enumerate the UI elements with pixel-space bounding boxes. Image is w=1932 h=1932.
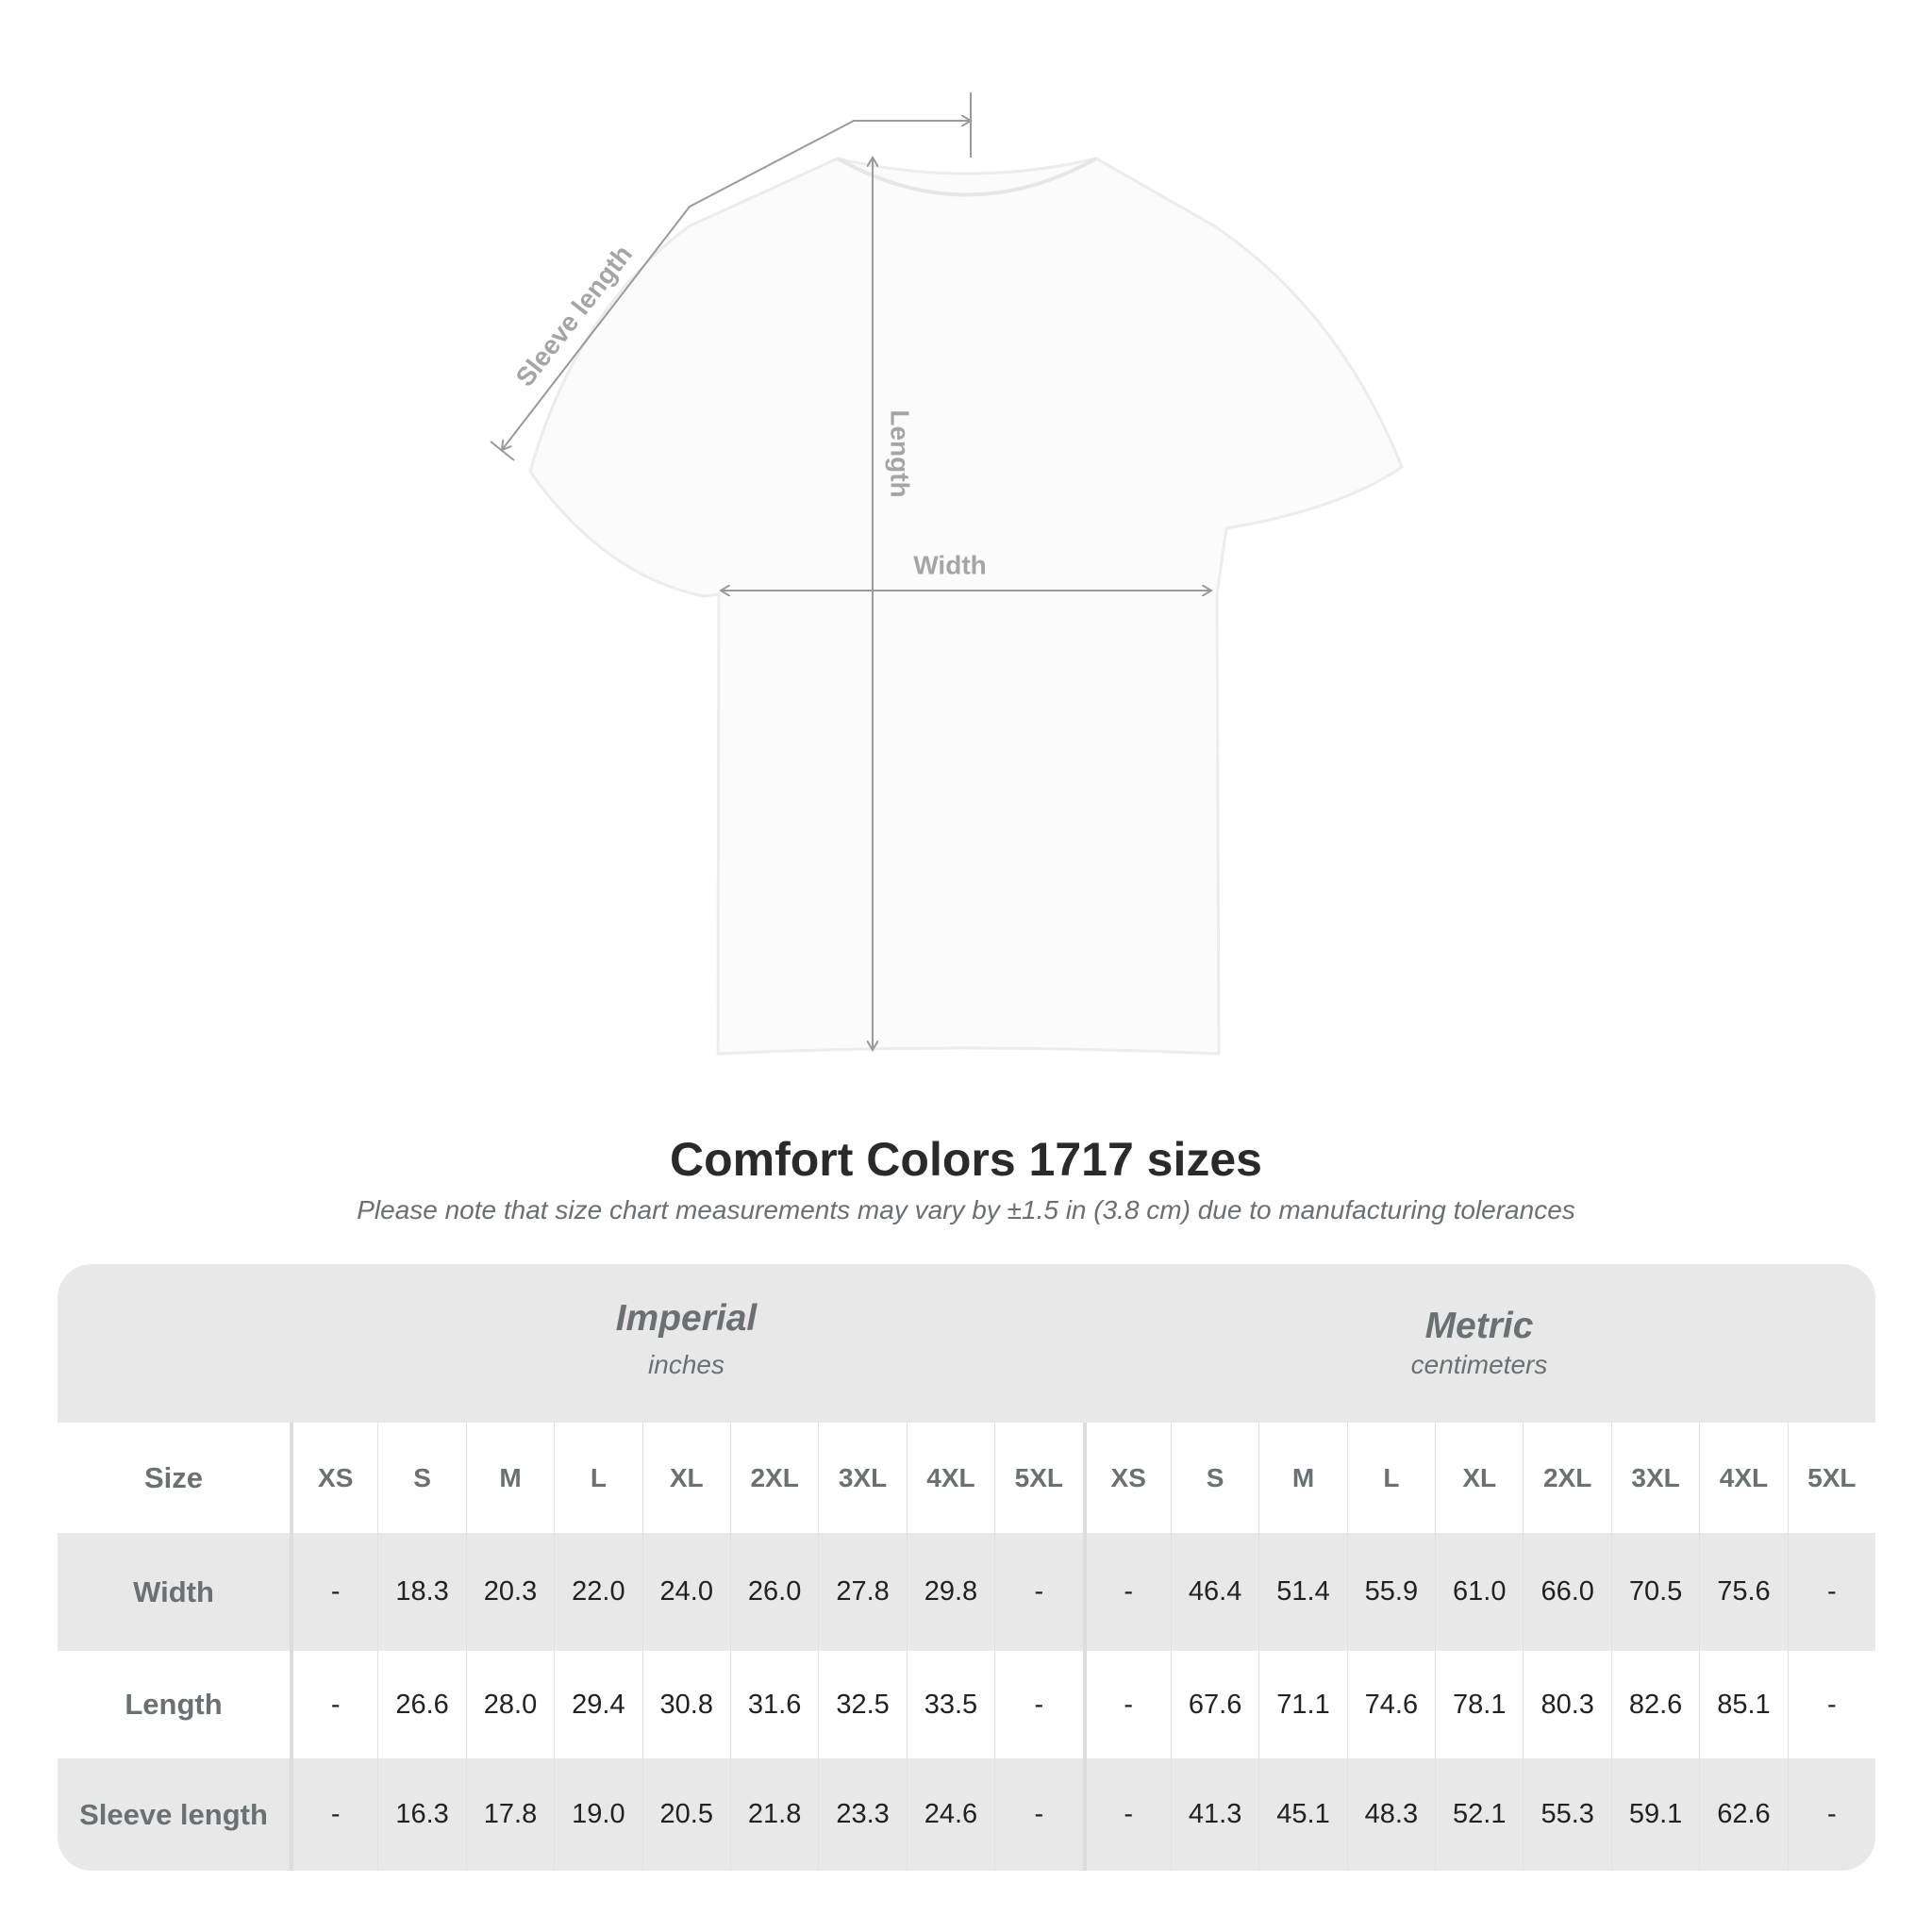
metric-size-header: XS	[1082, 1423, 1171, 1533]
metric-value-cell: 59.1	[1610, 1758, 1699, 1871]
imperial-value-cell: 26.0	[729, 1533, 818, 1651]
imperial-value-cell: -	[290, 1758, 377, 1871]
imperial-size-header: 5XL	[994, 1423, 1082, 1533]
unit-header-band	[58, 1264, 1875, 1423]
metric-header: Metric centimeters	[1083, 1264, 1875, 1423]
metric-value-cell: 41.3	[1170, 1758, 1258, 1871]
imperial-size-header: XL	[641, 1423, 730, 1533]
imperial-value-cell: -	[994, 1533, 1082, 1651]
metric-value-cell: 74.6	[1346, 1651, 1435, 1758]
metric-size-header: 3XL	[1610, 1423, 1699, 1533]
row-label: Sleeve length	[79, 1797, 268, 1831]
tolerance-note: Please note that size chart measurements…	[357, 1195, 1575, 1224]
imperial-size-header: 3XL	[818, 1423, 906, 1533]
imperial-value-cell: 32.5	[818, 1651, 906, 1758]
metric-value-cell: 66.0	[1523, 1533, 1610, 1651]
imperial-size-header: 4XL	[906, 1423, 994, 1533]
imperial-value-cell: 19.0	[554, 1758, 641, 1871]
tshirt-image	[528, 157, 1404, 1056]
imperial-size-header: M	[465, 1423, 554, 1533]
length-label: Length	[886, 409, 915, 497]
metric-value-cell: 45.1	[1258, 1758, 1346, 1871]
metric-value-cell: 85.1	[1699, 1651, 1787, 1758]
metric-value-cell: 67.6	[1170, 1651, 1258, 1758]
metric-size-header: 5XL	[1787, 1423, 1875, 1533]
row-label: Width	[133, 1574, 214, 1608]
metric-size-header: 2XL	[1523, 1423, 1610, 1533]
imperial-unit: inches	[648, 1350, 724, 1379]
metric-value-cell: 52.1	[1435, 1758, 1523, 1871]
metric-size-header: L	[1346, 1423, 1435, 1533]
metric-value-cell: 55.9	[1346, 1533, 1435, 1651]
metric-unit: centimeters	[1410, 1350, 1548, 1379]
size-header-row: Size XS S M L XL 2XL 3XL 4XL 5XL XS S M L XL 2XL 3XL 4XL 5…	[58, 1423, 1875, 1533]
imperial-value-cell: 24.0	[641, 1533, 730, 1651]
metric-value-cell: 51.4	[1258, 1533, 1346, 1651]
metric-size-header: XL	[1435, 1423, 1523, 1533]
metric-value-cell: 82.6	[1610, 1651, 1699, 1758]
imperial-header: Imperial inches	[290, 1264, 1083, 1423]
imperial-value-cell: 31.6	[729, 1651, 818, 1758]
imperial-value-cell: -	[290, 1533, 377, 1651]
imperial-value-cell: 17.8	[465, 1758, 554, 1871]
metric-value-cell: 46.4	[1170, 1533, 1258, 1651]
metric-value-cell: 75.6	[1699, 1533, 1787, 1651]
metric-value-cell: 55.3	[1523, 1758, 1610, 1871]
tshirt-diagram: Sleeve length Length Width	[490, 92, 1404, 1056]
metric-size-header: M	[1258, 1423, 1346, 1533]
metric-value-cell: -	[1787, 1758, 1875, 1871]
page-title: Comfort Colors 1717 sizes	[670, 1133, 1262, 1186]
metric-value-cell: -	[1082, 1533, 1171, 1651]
imperial-value-cell: 33.5	[906, 1651, 994, 1758]
imperial-value-cell: -	[994, 1758, 1082, 1871]
metric-value-cell: 48.3	[1346, 1758, 1435, 1871]
imperial-size-header: L	[554, 1423, 641, 1533]
imperial-value-cell: 29.4	[554, 1651, 641, 1758]
width-label: Width	[913, 550, 987, 579]
metric-value-cell: 70.5	[1610, 1533, 1699, 1651]
metric-value-cell: 62.6	[1699, 1758, 1787, 1871]
metric-value-cell: -	[1787, 1651, 1875, 1758]
imperial-value-cell: 24.6	[906, 1758, 994, 1871]
metric-value-cell: 71.1	[1258, 1651, 1346, 1758]
imperial-value-cell: 30.8	[641, 1651, 730, 1758]
imperial-value-cell: 29.8	[906, 1533, 994, 1651]
imperial-value-cell: 21.8	[729, 1758, 818, 1871]
table-row: Length -26.6 28.0 29.4 30.8 31.6 32.5 33.5- -67.…	[58, 1651, 1875, 1758]
imperial-value-cell: -	[290, 1651, 377, 1758]
row-label: Length	[125, 1688, 223, 1721]
imperial-value-cell: 23.3	[818, 1758, 906, 1871]
table-row: Sleeve length -16.3 17.8 19.0 20.5 21.8 23.3 24…	[58, 1758, 1875, 1871]
metric-label: Metric	[1424, 1306, 1534, 1346]
imperial-value-cell: -	[994, 1651, 1082, 1758]
metric-value-cell: 78.1	[1435, 1651, 1523, 1758]
metric-value-cell: -	[1082, 1758, 1171, 1871]
metric-value-cell: 80.3	[1523, 1651, 1610, 1758]
imperial-value-cell: 27.8	[818, 1533, 906, 1651]
imperial-value-cell: 16.3	[377, 1758, 465, 1871]
imperial-value-cell: 26.6	[377, 1651, 465, 1758]
size-column-header: Size	[143, 1460, 204, 1494]
metric-size-header: 4XL	[1699, 1423, 1787, 1533]
imperial-value-cell: 20.5	[641, 1758, 730, 1871]
imperial-value-cell: 20.3	[465, 1533, 554, 1651]
imperial-size-header: 2XL	[729, 1423, 818, 1533]
metric-value-cell: -	[1082, 1651, 1171, 1758]
metric-value-cell: -	[1787, 1533, 1875, 1651]
imperial-value-cell: 22.0	[554, 1533, 641, 1651]
imperial-value-cell: 28.0	[465, 1651, 554, 1758]
imperial-size-header: S	[377, 1423, 465, 1533]
metric-size-header: S	[1170, 1423, 1258, 1533]
imperial-value-cell: 18.3	[377, 1533, 465, 1651]
imperial-size-header: XS	[290, 1423, 377, 1533]
size-table: Imperial inches Metric centimeters Size X…	[58, 1264, 1875, 1871]
imperial-label: Imperial	[615, 1298, 758, 1339]
metric-value-cell: 61.0	[1435, 1533, 1523, 1651]
sleeve-length-arrow	[490, 92, 971, 461]
table-row: Width -18.3 20.3 22.0 24.0 26.0 27.8 29.8- -46.4…	[58, 1533, 1875, 1651]
